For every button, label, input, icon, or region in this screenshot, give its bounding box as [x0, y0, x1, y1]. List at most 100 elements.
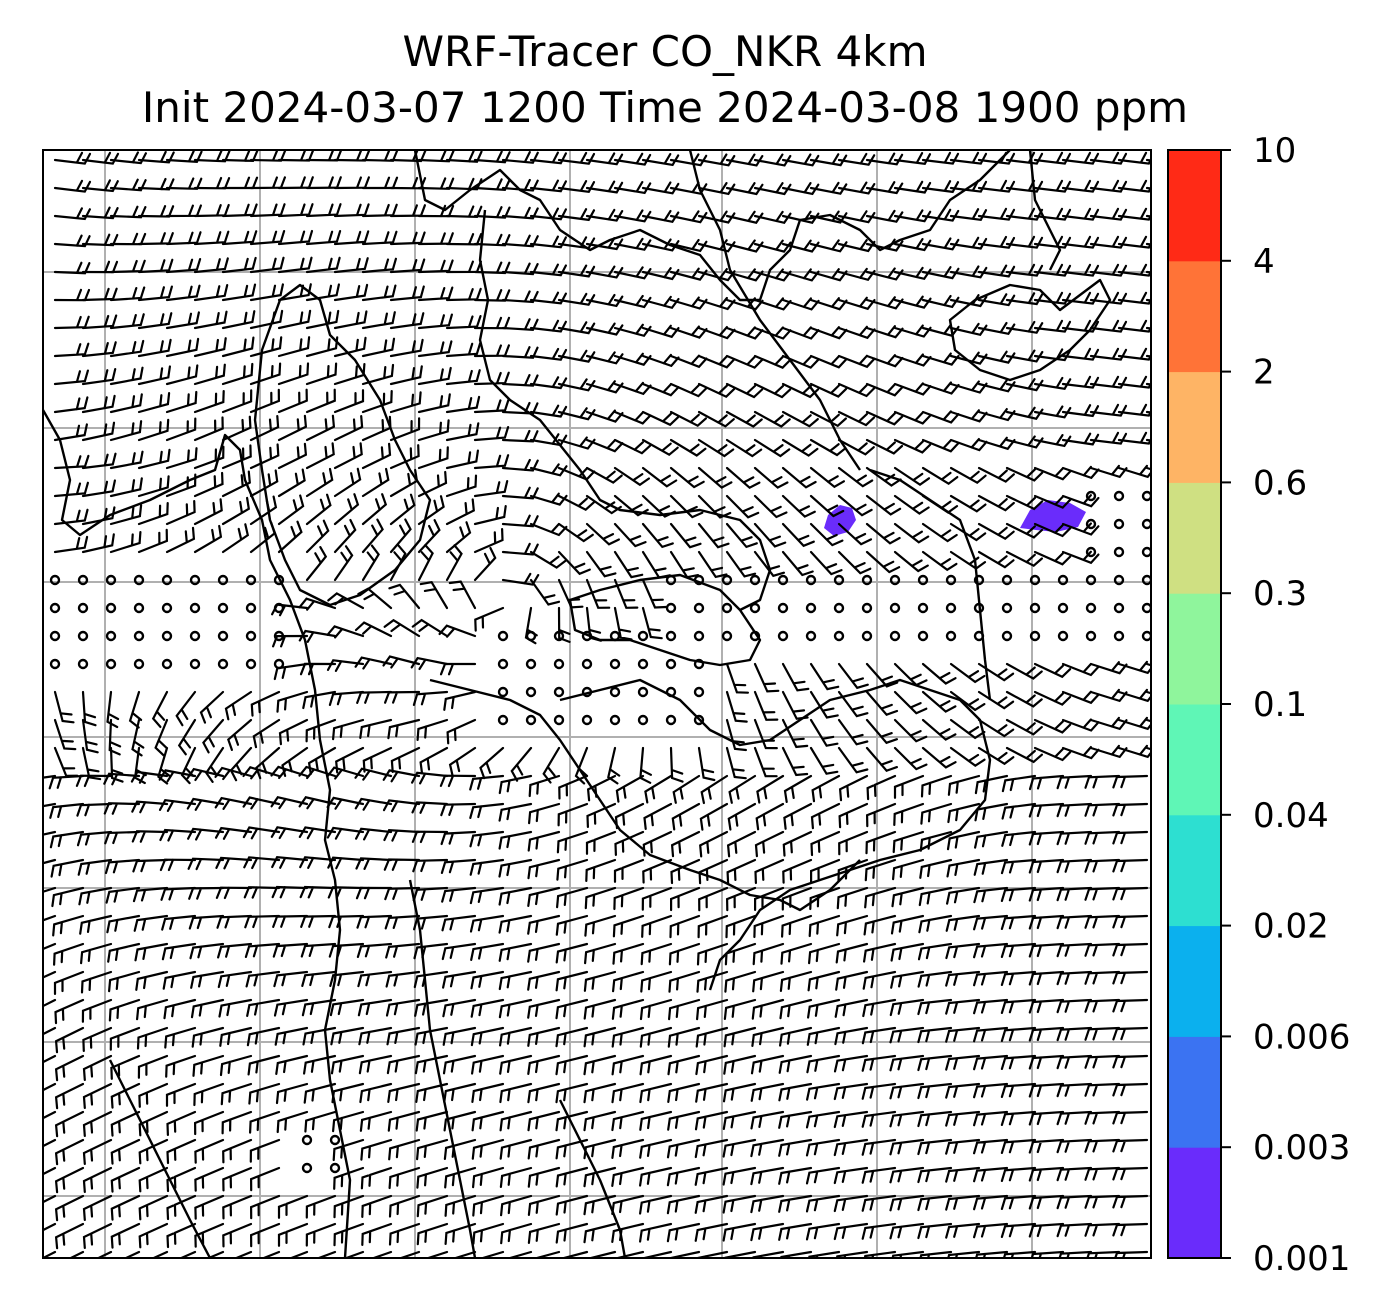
wind-barb-icon [666, 1222, 701, 1243]
wind-barb-icon [356, 914, 393, 929]
wind-barb-icon [640, 970, 673, 993]
calm-circle-icon [777, 630, 789, 642]
wind-barb-icon [333, 442, 363, 470]
wind-barb-icon [1056, 774, 1093, 790]
wind-barb-icon [1005, 292, 1044, 306]
calm-circle-icon [1141, 546, 1151, 558]
wind-barb-icon [193, 445, 225, 470]
wind-barb-icon [697, 522, 730, 549]
wind-barb-icon [445, 395, 481, 414]
wind-barb-icon [668, 1250, 701, 1258]
wind-barb-icon [613, 438, 652, 455]
wind-barb-icon [163, 998, 197, 1020]
wind-barb-icon [865, 410, 904, 426]
calm-circle-icon [105, 658, 117, 670]
wind-barb-icon [725, 718, 747, 752]
wind-barb-icon [1056, 1222, 1093, 1238]
wind-barb-icon [221, 470, 251, 498]
calm-circle-icon [777, 574, 789, 586]
wind-barb-icon [865, 382, 904, 397]
wind-barb-icon [753, 410, 791, 428]
wind-barb-icon [165, 284, 201, 302]
wind-barb-icon [510, 746, 533, 782]
wind-barb-icon [529, 550, 567, 569]
wind-barb-icon [947, 774, 981, 796]
calm-circle-icon [945, 602, 957, 614]
wind-barb-icon [805, 1110, 841, 1129]
wind-barb-icon [893, 718, 928, 743]
wind-barb-icon [778, 1138, 813, 1157]
wind-barb-icon [277, 1222, 309, 1247]
wind-barb-icon [77, 858, 113, 876]
wind-barb-icon [414, 1054, 449, 1075]
wind-barb-icon [1033, 662, 1072, 679]
calm-circle-icon [889, 574, 901, 586]
wind-barb-icon [193, 416, 224, 442]
wind-barb-icon [1089, 291, 1128, 305]
calm-circle-icon [861, 630, 873, 642]
calm-circle-icon [1029, 574, 1041, 586]
wind-barb-icon [865, 802, 897, 828]
wind-barb-icon [1033, 319, 1072, 333]
wind-barb-icon [613, 466, 650, 487]
wind-barb-icon [498, 914, 533, 934]
wind-barb-icon [641, 494, 676, 518]
wind-barb-icon [613, 606, 633, 641]
wind-barb-icon [1030, 1250, 1065, 1258]
colorbar: 0.001 0.003 0.006 0.02 0.04 0.1 0.3 0.6 2 4 10 [1167, 131, 1350, 1279]
wind-barb-icon [694, 1222, 729, 1242]
wind-barb-icon [80, 970, 113, 994]
wind-barb-icon [233, 1250, 253, 1258]
calm-circle-icon [833, 630, 845, 642]
wind-barb-icon [1084, 830, 1121, 845]
wind-barb-icon [1000, 1082, 1037, 1098]
wind-barb-icon [892, 858, 925, 881]
wind-barb-icon [109, 286, 146, 302]
wind-barb-icon [221, 496, 251, 526]
wind-barb-icon [501, 346, 539, 359]
wind-barb-icon [273, 970, 309, 988]
wind-barb-icon [192, 1054, 225, 1077]
wind-barb-icon [109, 420, 143, 442]
wind-barb-icon [416, 1194, 449, 1218]
wind-barb-icon [137, 365, 171, 386]
wind-barb-icon [382, 655, 421, 669]
wind-barb-icon [417, 495, 445, 526]
wind-barb-icon [277, 256, 313, 274]
wind-barb-icon [529, 291, 567, 305]
wind-barb-icon [417, 366, 452, 386]
wind-barb-icon [249, 283, 284, 302]
wind-barb-icon [53, 690, 75, 724]
wind-barb-icon [104, 830, 141, 845]
wind-barb-icon [43, 1166, 57, 1176]
wind-barb-icon [781, 494, 816, 518]
calm-circle-icon [637, 630, 649, 642]
wind-barb-icon [109, 477, 143, 498]
wind-barb-icon [917, 1026, 953, 1044]
wind-barb-icon [249, 415, 280, 442]
wind-barb-icon [354, 621, 393, 638]
wind-barb-icon [1061, 179, 1100, 193]
wind-barb-icon [838, 802, 869, 829]
wind-barb-icon [1061, 550, 1100, 565]
wind-barb-icon [697, 494, 732, 519]
wind-barb-icon [1089, 263, 1128, 277]
wind-barb-icon [305, 718, 337, 743]
wind-barb-icon [215, 856, 253, 870]
wind-barb-icon [893, 353, 932, 367]
wind-barb-icon [383, 618, 421, 638]
colorbar-segments [1168, 150, 1221, 1259]
calm-circle-icon [637, 714, 649, 726]
wind-barb-icon [470, 998, 505, 1018]
wind-barb-icon [1089, 716, 1128, 731]
wind-barb-icon [557, 802, 589, 827]
wind-barb-icon [809, 494, 845, 518]
wind-barb-icon [917, 998, 953, 1016]
calm-circle-icon [217, 658, 229, 670]
wind-barb-icon [277, 494, 305, 526]
wind-barb-icon [110, 1222, 141, 1249]
wind-barb-icon [191, 1026, 225, 1048]
wind-barb-icon [781, 326, 820, 340]
wind-barb-icon [833, 1082, 869, 1101]
wind-barb-icon [331, 1082, 365, 1104]
